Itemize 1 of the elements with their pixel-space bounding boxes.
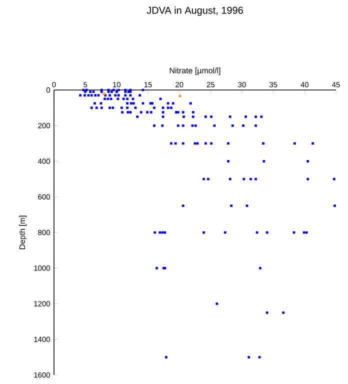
chart-title: JDVA in August, 1996: [146, 6, 243, 16]
